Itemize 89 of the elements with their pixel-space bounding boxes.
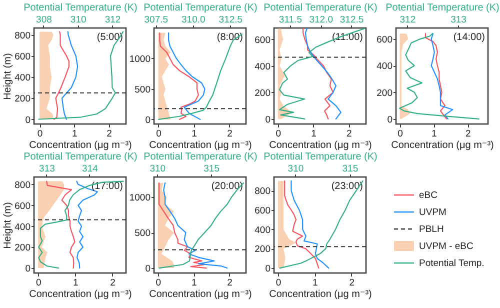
- y-tick-label: 400: [254, 61, 270, 72]
- y-tick-label: 200: [254, 244, 270, 256]
- x-tick-label: 2: [465, 128, 471, 140]
- x-tick-label: 1: [432, 128, 437, 140]
- y-tick-label: 600: [14, 200, 30, 212]
- x2-tick-label: 312.0: [309, 14, 334, 26]
- x-axis-title: Concentration (μg m⁻³): [269, 289, 372, 300]
- x-axis-title: Concentration (μg m⁻³): [391, 140, 494, 151]
- y-tick-label: 0: [145, 114, 150, 126]
- x-tick-label: 0: [156, 128, 162, 140]
- x2-tick-label: 313: [39, 164, 55, 174]
- x2-tick-label: 314: [82, 164, 98, 174]
- y-tick-label: 0: [387, 114, 392, 126]
- y-tick-label: 200: [376, 88, 392, 99]
- x2-tick-label: 315: [342, 164, 358, 174]
- x-tick-label: 1: [192, 128, 197, 140]
- x2-tick-label: 312: [400, 14, 416, 26]
- y-tick-label: 800: [14, 180, 30, 191]
- y-tick-label: 600: [376, 34, 392, 46]
- x2-tick-label: 310.0: [182, 14, 206, 26]
- y-tick-label: 1000: [129, 192, 150, 204]
- legend-label: UVPM: [419, 207, 447, 218]
- y-tick-label: 600: [254, 34, 270, 46]
- y-tick-label: 0: [25, 114, 30, 126]
- x-axis-title: Concentration (μg m⁻³): [269, 140, 372, 151]
- x2-axis-title: Potential Temperature (K): [386, 2, 500, 14]
- y-tick-label: 200: [14, 94, 30, 105]
- x-tick-label: 0: [276, 128, 282, 140]
- x2-axis-title: Potential Temperature (K): [24, 2, 138, 14]
- y-tick-label: 0: [145, 264, 150, 275]
- x2-tick-label: 310: [150, 164, 166, 174]
- x2-tick-label: 312.5: [340, 14, 364, 26]
- x-tick-label: 1: [311, 128, 316, 140]
- y-tick-label: 400: [14, 222, 30, 233]
- x-tick-label: 0: [36, 278, 42, 288]
- x-tick-label: 0: [276, 278, 282, 288]
- x2-tick-label: 307.5: [144, 14, 168, 26]
- y-tick-label: 200: [254, 88, 270, 99]
- y-tick-label: 400: [254, 224, 270, 236]
- x2-tick-label: 311.5: [278, 14, 302, 26]
- x-tick-label: 1: [312, 278, 318, 288]
- x-tick-label: 1: [73, 278, 78, 288]
- legend-label: Potential Temp.: [419, 258, 484, 269]
- y-tick-label: 800: [254, 186, 270, 198]
- annotation: (14:00): [453, 32, 485, 43]
- y-tick-label: 600: [254, 206, 270, 216]
- x2-axis-title: Potential Temperature (K): [144, 152, 258, 162]
- x-tick-label: 2: [346, 128, 352, 140]
- y-tick-label: 1000: [129, 54, 150, 65]
- x-axis-title: Concentration (μg m⁻³): [29, 140, 132, 151]
- x2-tick-label: 312.5: [218, 14, 243, 26]
- y-tick-label: 500: [134, 84, 150, 96]
- y-axis-title: Height (m): [2, 202, 14, 249]
- y-tick-label: 0: [265, 114, 270, 126]
- x2-tick-label: 315: [204, 164, 220, 174]
- x-tick-label: 2: [106, 128, 112, 140]
- x2-tick-label: 308: [36, 14, 52, 26]
- x-tick-label: 2: [227, 278, 232, 288]
- x2-axis-title: Potential Temperature (K): [264, 152, 378, 162]
- y-tick-label: 500: [134, 228, 150, 240]
- x2-tick-label: 310: [70, 14, 86, 26]
- x-tick-label: 1: [72, 128, 78, 140]
- x2-tick-label: 313: [450, 14, 466, 26]
- y-axis-title: Height (m): [2, 53, 14, 100]
- x2-tick-label: 310: [288, 164, 304, 174]
- y-tick-label: 400: [376, 61, 392, 72]
- x-tick-label: 2: [349, 278, 354, 288]
- x-axis-title: Concentration (μg m⁻³): [149, 289, 252, 300]
- legend-label: eBC: [419, 190, 438, 201]
- y-tick-label: 600: [14, 51, 30, 62]
- x-axis-title: Concentration (μg m⁻³): [29, 289, 132, 300]
- y-tick-label: 400: [14, 72, 30, 84]
- x2-axis-title: Potential Temperature (K): [24, 152, 138, 162]
- x-tick-label: 1: [191, 278, 197, 288]
- y-tick-label: 800: [14, 30, 30, 42]
- y-tick-label: 0: [25, 264, 30, 275]
- x-tick-label: 0: [37, 128, 43, 140]
- x-tick-label: 0: [156, 278, 162, 288]
- x2-axis-title: Potential Temperature (K): [144, 2, 258, 14]
- x-axis-title: Concentration (μg m⁻³): [149, 140, 252, 151]
- x2-tick-label: 312: [104, 14, 121, 26]
- y-tick-label: 0: [265, 264, 270, 275]
- x-tick-label: 2: [110, 278, 116, 288]
- x-tick-label: 2: [227, 128, 232, 140]
- x-tick-label: 0: [398, 128, 403, 140]
- legend-label: UVPM - eBC: [419, 241, 474, 252]
- x2-axis-title: Potential Temperature (K): [264, 2, 378, 14]
- legend-label: PBLH: [419, 224, 444, 235]
- y-tick-label: 200: [14, 242, 30, 254]
